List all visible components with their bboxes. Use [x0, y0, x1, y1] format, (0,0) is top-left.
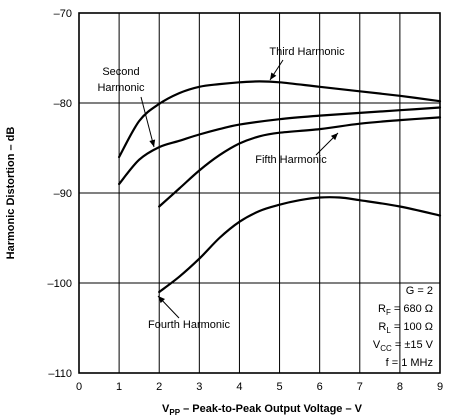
- series-line-fifth-harmonic: [158, 116, 442, 208]
- annotation-fourth-harmonic: Fourth Harmonic: [148, 319, 230, 331]
- x-tick-label: 3: [196, 381, 202, 393]
- test-conditions: G = 2 RF = 680 Ω RL = 100 Ω VCC = ±15 V …: [373, 285, 434, 369]
- x-axis-title: VPP – Peak-to-Peak Output Voltage – V: [162, 403, 363, 415]
- grid-lines: [79, 13, 440, 373]
- x-tick-label: 5: [276, 381, 282, 393]
- x-tick-label: 2: [156, 381, 162, 393]
- x-axis-title-main: V: [162, 403, 170, 415]
- condition-rf: RF = 680 Ω: [378, 303, 433, 317]
- y-axis-title: Harmonic Distortion – dB: [5, 127, 17, 260]
- fourth-harmonic-arrowhead: [158, 296, 166, 304]
- y-tick-label: –70: [54, 8, 72, 20]
- x-tick-label: 9: [437, 381, 443, 393]
- x-tick-label: 7: [357, 381, 363, 393]
- condition-frequency: f = 1 MHz: [386, 357, 433, 369]
- x-axis-title-subscript: PP: [169, 408, 180, 415]
- annotation-third-harmonic: Third Harmonic: [269, 46, 345, 58]
- x-tick-label: 6: [317, 381, 323, 393]
- y-tick-label: –100: [48, 278, 72, 290]
- y-tick-label: –90: [54, 188, 72, 200]
- third-harmonic-arrowhead: [270, 72, 277, 80]
- annotation-second-harmonic-line2: Harmonic: [97, 82, 145, 94]
- y-tick-label: –80: [54, 98, 72, 110]
- y-tick-label: –110: [48, 368, 72, 380]
- annotation-leaders: [140, 59, 339, 319]
- fifth-harmonic-arrowhead: [330, 133, 338, 141]
- tick-labels: 0 1 2 3 4 5 6 7 8 9 –70 –80 –90 –100 –110: [48, 8, 444, 393]
- x-tick-label: 1: [116, 381, 122, 393]
- condition-vcc: VCC = ±15 V: [373, 339, 434, 353]
- series-line-fourth-harmonic: [158, 196, 442, 294]
- series-line-third-harmonic: [118, 80, 442, 159]
- x-tick-label: 0: [76, 381, 82, 393]
- x-tick-label: 8: [397, 381, 403, 393]
- condition-gain: G = 2: [406, 285, 433, 297]
- plot-frame: [78, 12, 441, 374]
- series-line-second-harmonic: [118, 106, 442, 186]
- annotation-second-harmonic-line1: Second: [102, 66, 139, 78]
- annotation-fifth-harmonic: Fifth Harmonic: [255, 154, 327, 166]
- second-harmonic-leader: [140, 96, 155, 148]
- x-axis-title-rest: – Peak-to-Peak Output Voltage – V: [180, 403, 363, 415]
- condition-rl: RL = 100 Ω: [378, 321, 433, 335]
- second-harmonic-arrowhead: [149, 139, 156, 147]
- data-series: [118, 80, 442, 294]
- x-tick-label: 4: [236, 381, 242, 393]
